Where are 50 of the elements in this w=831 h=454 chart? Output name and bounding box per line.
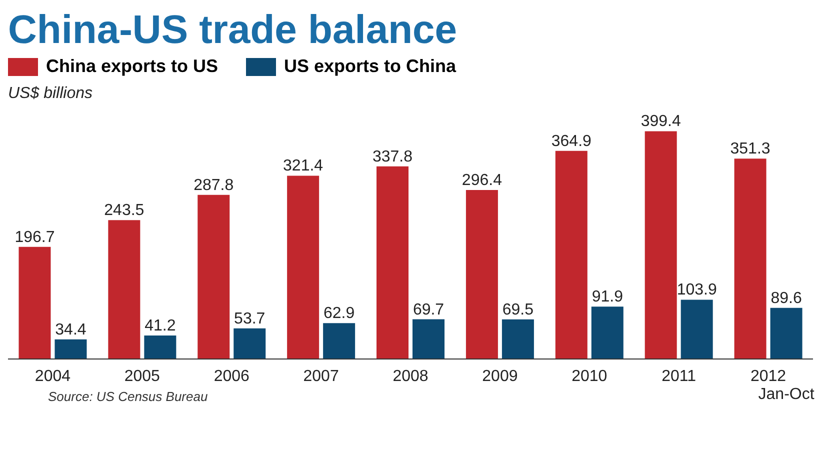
- x-tick-label: 2010: [572, 368, 608, 385]
- data-label: 62.9: [323, 305, 355, 322]
- bar: [287, 176, 320, 359]
- bar: [770, 308, 802, 359]
- data-label: 321.4: [283, 158, 324, 175]
- bar: [376, 166, 409, 359]
- bar: [144, 336, 176, 359]
- bar: [323, 323, 356, 359]
- bar: [108, 220, 140, 359]
- x-tick-label: 2005: [124, 368, 160, 385]
- x-tick-label: 2004: [34, 368, 71, 385]
- bar: [680, 300, 713, 359]
- legend-label: China exports to US: [46, 56, 218, 77]
- bar: [591, 306, 624, 359]
- x-tick-label: 2007: [303, 368, 339, 385]
- data-label: 243.5: [104, 202, 144, 220]
- bar: [54, 339, 87, 359]
- legend-label: US exports to China: [284, 56, 456, 77]
- x-tick-label: 2009: [482, 368, 518, 385]
- data-label: 69.5: [502, 301, 534, 318]
- bar: [734, 158, 766, 359]
- bar: [198, 194, 230, 359]
- x-tick-label: 2006: [214, 368, 250, 385]
- data-label: 364.9: [551, 132, 592, 150]
- bar: [234, 328, 266, 359]
- x-tick-label: 2012 Jan-Oct: [750, 368, 815, 403]
- chart-subtitle: US$ billions: [8, 85, 94, 103]
- data-label: 34.4: [55, 321, 86, 338]
- data-label: 399.4: [640, 113, 681, 130]
- data-label: 89.6: [770, 290, 802, 307]
- bar: [644, 131, 677, 359]
- x-tick-label: 2011: [662, 368, 696, 385]
- x-tick-label: 2008: [392, 368, 428, 385]
- bar: [502, 319, 534, 359]
- data-label: 351.3: [730, 140, 770, 158]
- data-label: 53.7: [234, 310, 266, 328]
- source-note: Source: US Census Bureau: [48, 389, 208, 404]
- data-label: 287.8: [194, 176, 234, 194]
- bar: [466, 190, 498, 359]
- bar: [555, 150, 588, 359]
- data-label: 196.7: [14, 228, 55, 246]
- bar: [412, 319, 445, 359]
- bar: [18, 246, 51, 359]
- data-label: 69.7: [412, 301, 444, 318]
- data-label: 296.4: [462, 172, 502, 189]
- data-label: 91.9: [592, 288, 624, 306]
- chart-title: China-US trade balance: [8, 8, 458, 52]
- data-label: 337.8: [372, 148, 413, 166]
- data-label: 41.2: [144, 318, 176, 335]
- data-label: 103.9: [676, 282, 717, 299]
